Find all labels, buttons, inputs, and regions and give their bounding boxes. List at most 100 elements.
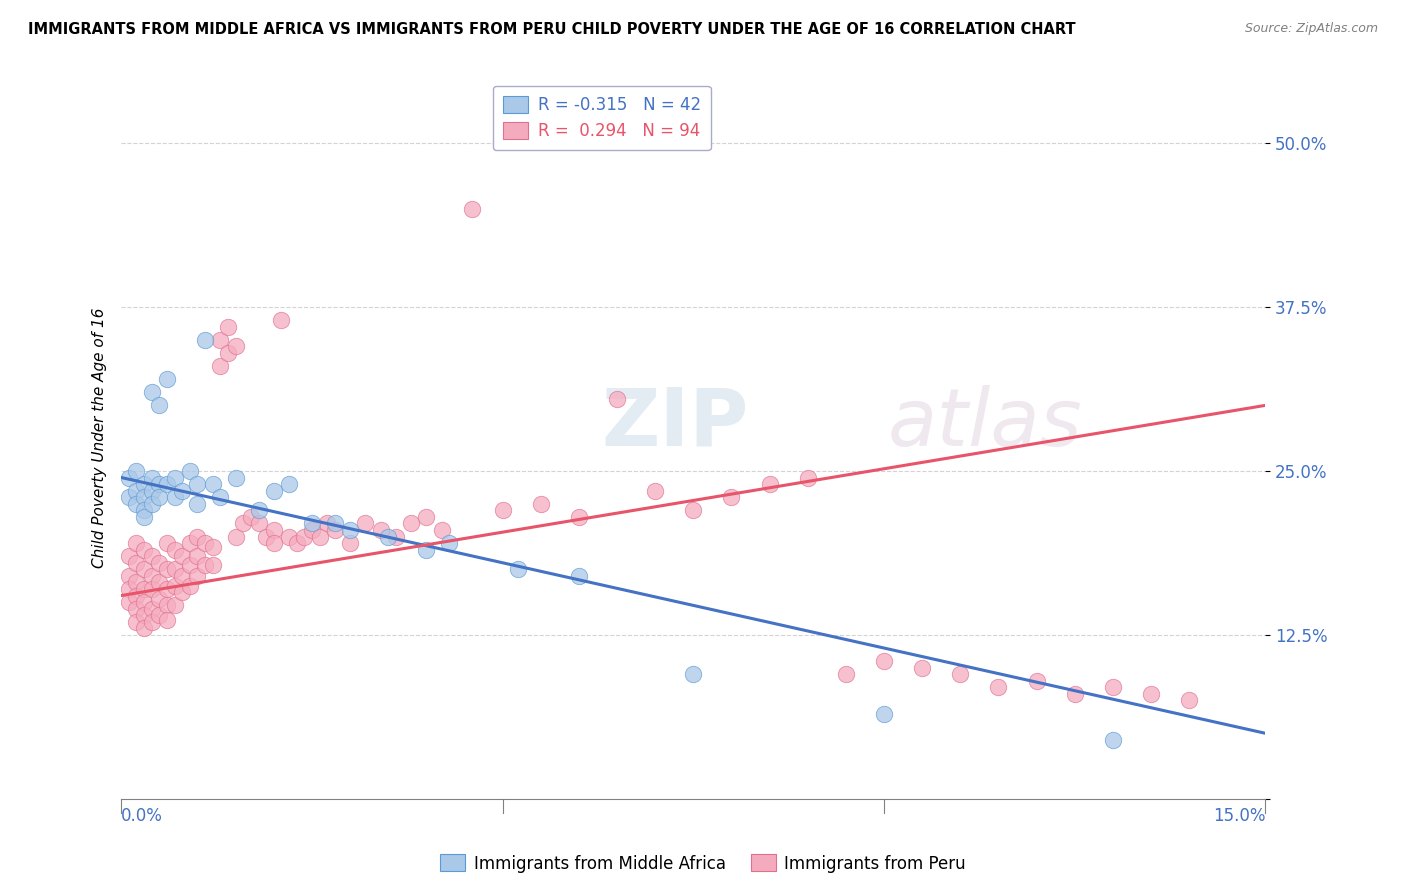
Point: [148, 556, 170, 570]
Point: [163, 579, 186, 593]
Point: [118, 490, 141, 504]
Point: [415, 542, 437, 557]
Point: [209, 490, 232, 504]
Point: [148, 575, 170, 590]
Legend: Immigrants from Middle Africa, Immigrants from Peru: Immigrants from Middle Africa, Immigrant…: [433, 847, 973, 880]
Point: [148, 608, 170, 623]
Point: [278, 529, 301, 543]
Point: [506, 562, 529, 576]
Point: [156, 372, 179, 386]
Point: [911, 661, 934, 675]
Point: [835, 667, 858, 681]
Point: [308, 529, 330, 543]
Point: [186, 549, 208, 564]
Point: [156, 562, 179, 576]
Point: [278, 477, 301, 491]
Point: [132, 490, 155, 504]
Point: [132, 477, 155, 491]
Point: [132, 582, 155, 596]
Point: [125, 483, 148, 498]
Point: [263, 536, 285, 550]
Point: [125, 556, 148, 570]
Point: [148, 490, 170, 504]
Point: [323, 523, 346, 537]
Point: [163, 542, 186, 557]
Point: [148, 592, 170, 607]
Point: [125, 589, 148, 603]
Point: [132, 595, 155, 609]
Point: [491, 503, 513, 517]
Point: [354, 516, 377, 531]
Point: [209, 333, 232, 347]
Point: [163, 598, 186, 612]
Point: [796, 470, 818, 484]
Point: [415, 509, 437, 524]
Point: [201, 540, 224, 554]
Point: [263, 483, 285, 498]
Point: [125, 601, 148, 615]
Point: [125, 464, 148, 478]
Point: [437, 536, 460, 550]
Point: [1101, 681, 1123, 695]
Point: [172, 483, 194, 498]
Point: [301, 516, 323, 531]
Point: [217, 319, 239, 334]
Point: [254, 529, 277, 543]
Point: [568, 509, 591, 524]
Point: [141, 549, 163, 564]
Point: [263, 523, 285, 537]
Point: [720, 490, 742, 504]
Point: [132, 562, 155, 576]
Point: [461, 202, 484, 216]
Point: [247, 516, 270, 531]
Point: [1063, 687, 1085, 701]
Legend: R = -0.315   N = 42, R =  0.294   N = 94: R = -0.315 N = 42, R = 0.294 N = 94: [492, 86, 711, 151]
Point: [370, 523, 392, 537]
Point: [225, 470, 247, 484]
Point: [568, 569, 591, 583]
Point: [1101, 732, 1123, 747]
Point: [949, 667, 972, 681]
Point: [247, 503, 270, 517]
Point: [156, 598, 179, 612]
Point: [1178, 693, 1201, 707]
Text: 0.0%: 0.0%: [121, 806, 163, 824]
Point: [316, 516, 339, 531]
Point: [118, 549, 141, 564]
Point: [156, 582, 179, 596]
Point: [194, 536, 217, 550]
Point: [141, 470, 163, 484]
Point: [873, 654, 896, 668]
Point: [132, 503, 155, 517]
Point: [172, 584, 194, 599]
Point: [172, 549, 194, 564]
Point: [225, 529, 247, 543]
Point: [163, 562, 186, 576]
Point: [141, 569, 163, 583]
Point: [141, 483, 163, 498]
Text: ZIP: ZIP: [602, 384, 749, 463]
Point: [156, 536, 179, 550]
Point: [606, 392, 628, 406]
Point: [141, 615, 163, 629]
Point: [118, 470, 141, 484]
Point: [148, 398, 170, 412]
Point: [644, 483, 666, 498]
Point: [141, 497, 163, 511]
Point: [209, 359, 232, 373]
Point: [339, 523, 361, 537]
Point: [285, 536, 308, 550]
Point: [339, 536, 361, 550]
Point: [239, 509, 262, 524]
Point: [186, 569, 208, 583]
Point: [385, 529, 408, 543]
Point: [132, 608, 155, 623]
Point: [179, 579, 201, 593]
Point: [1025, 673, 1047, 688]
Point: [873, 706, 896, 721]
Point: [292, 529, 315, 543]
Point: [132, 621, 155, 635]
Point: [125, 536, 148, 550]
Text: IMMIGRANTS FROM MIDDLE AFRICA VS IMMIGRANTS FROM PERU CHILD POVERTY UNDER THE AG: IMMIGRANTS FROM MIDDLE AFRICA VS IMMIGRA…: [28, 22, 1076, 37]
Point: [172, 569, 194, 583]
